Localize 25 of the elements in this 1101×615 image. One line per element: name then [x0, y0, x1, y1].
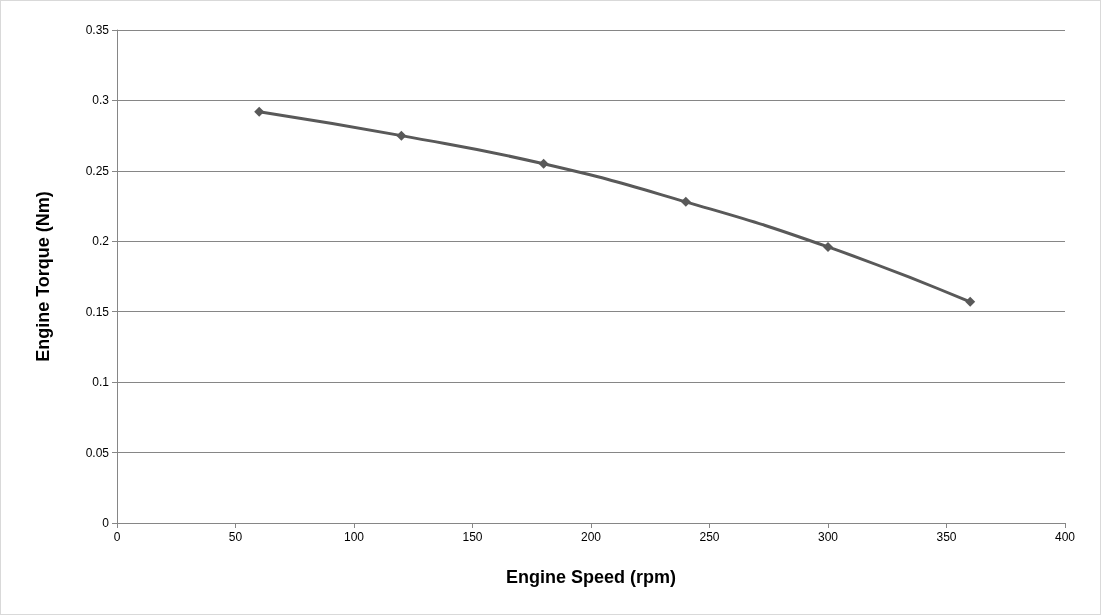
x-axis-title: Engine Speed (rpm) — [505, 567, 677, 587]
x-tick-label: 50 — [228, 530, 243, 544]
x-tick-label: 100 — [343, 530, 365, 544]
point — [254, 106, 265, 117]
point — [538, 158, 549, 169]
y-tick-label: 0.15 — [85, 304, 110, 319]
x-tick-label: 350 — [936, 530, 957, 544]
point — [823, 241, 833, 252]
y-tick-label: 0.2 — [92, 234, 110, 249]
x-tick-label: 200 — [580, 530, 602, 544]
y-tick-label: 0 — [102, 516, 110, 530]
y-tick-label: 0.35 — [85, 23, 110, 37]
point — [965, 296, 976, 307]
point — [396, 130, 407, 141]
y-tick-label: 0.1 — [92, 375, 110, 390]
y-axis-title: Engine Torque (Nm) — [33, 191, 53, 362]
point — [680, 196, 691, 207]
x-tick-label: 300 — [817, 530, 839, 544]
y-tick-label: 0.25 — [85, 163, 110, 178]
x-tick-label: 250 — [699, 530, 720, 544]
x-tick-label: 0 — [113, 530, 121, 544]
y-tick-label: 0.05 — [85, 445, 110, 460]
x-tick-label: 150 — [462, 530, 483, 544]
y-tick-label: 0.3 — [92, 93, 110, 108]
x-tick-label: 400 — [1054, 530, 1076, 544]
